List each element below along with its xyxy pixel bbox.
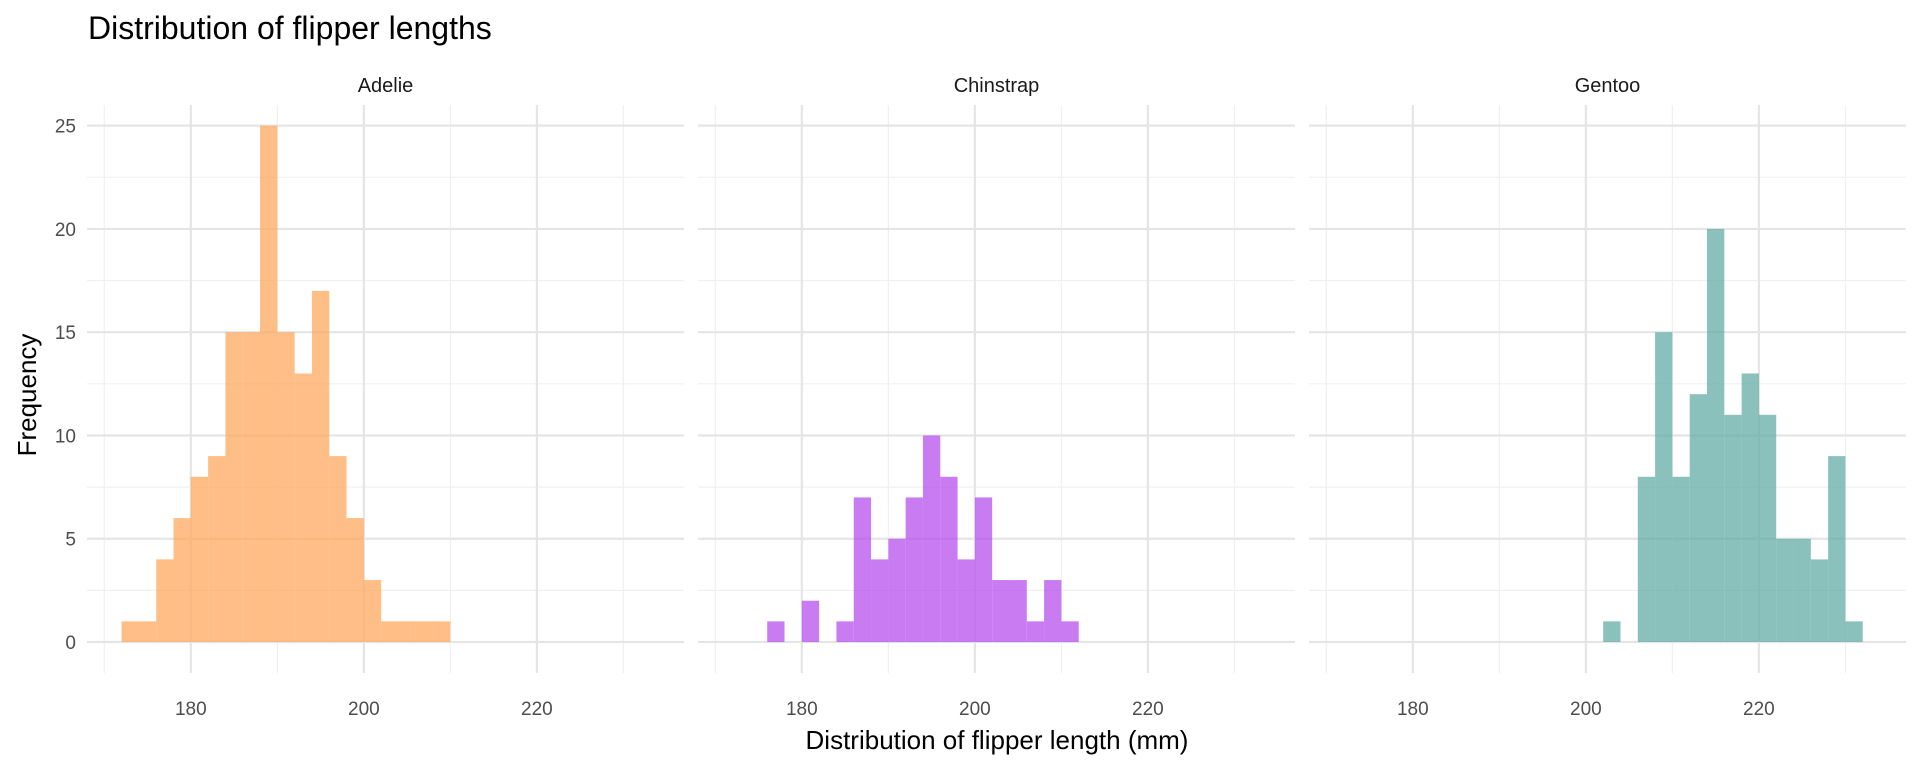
facet-strip-label: Adelie (358, 75, 414, 97)
histogram-bar (801, 600, 820, 643)
histogram-bar (1672, 476, 1690, 643)
histogram-bar (190, 476, 209, 643)
histogram-bar (871, 559, 889, 643)
y-tick-label: 5 (65, 530, 76, 551)
x-tick-label: 200 (348, 699, 380, 720)
histogram-bar (121, 621, 139, 643)
histogram-bar (1828, 456, 1846, 643)
facet-panel-adelie: Adelie 180 200 220 (87, 75, 684, 720)
histogram-bar (398, 621, 416, 643)
histogram-bar (260, 125, 278, 643)
histogram-bar (1655, 332, 1673, 643)
y-tick-label: 15 (55, 323, 76, 344)
y-tick-label: 10 (55, 426, 76, 447)
histogram-bar (1724, 414, 1742, 643)
histogram-bar (329, 456, 347, 643)
histogram-bar (974, 497, 993, 643)
facet-panel-gentoo: Gentoo 180 200 220 (1309, 75, 1906, 720)
histogram-bar (767, 621, 785, 643)
histogram-bar (1758, 414, 1777, 643)
histogram-bar (138, 621, 157, 643)
y-tick-label: 25 (55, 117, 76, 138)
x-tick-label: 200 (1570, 699, 1602, 720)
histogram-bar (363, 580, 382, 643)
x-tick-label: 220 (1132, 699, 1164, 720)
histogram-bar (242, 332, 261, 643)
histogram-bar (346, 518, 364, 643)
histogram-bar (173, 518, 191, 643)
histogram-bar (1741, 373, 1759, 643)
x-tick-label: 180 (175, 699, 207, 720)
histogram-bar (905, 497, 923, 643)
histogram-bar (294, 373, 312, 643)
histogram-bar (208, 456, 226, 643)
x-tick-label: 180 (786, 699, 818, 720)
facet-strip-label: Chinstrap (954, 75, 1040, 97)
histogram-bar (1689, 394, 1707, 643)
histogram-bar (225, 332, 243, 643)
y-axis-title: Frequency (12, 334, 42, 457)
histogram-bar (381, 621, 399, 643)
histogram-bar (1009, 580, 1027, 643)
histogram-bar (888, 538, 906, 643)
histogram-bar (1810, 559, 1829, 643)
x-axis-title: Distribution of flipper length (mm) (806, 725, 1189, 755)
histogram-bar (1793, 538, 1811, 643)
x-tick-label: 180 (1397, 699, 1429, 720)
histogram-bar (1603, 621, 1621, 643)
histogram-bar (1637, 476, 1656, 643)
histogram-bar (1026, 621, 1045, 643)
histogram-bar (156, 559, 174, 643)
histogram-bar (1707, 228, 1725, 643)
histogram-bar (1061, 621, 1079, 643)
histogram-bar (992, 580, 1010, 643)
facet-panel-chinstrap: Chinstrap 180 200 220 (698, 75, 1295, 720)
histogram-bar (433, 621, 451, 643)
facet-panels: Adelie 180 200 220 Chinstrap 180 200 220 Gentoo 1… (87, 75, 1906, 720)
histogram-bar (853, 497, 872, 643)
chart-title: Distribution of flipper lengths (88, 10, 492, 46)
x-tick-label: 220 (521, 699, 553, 720)
histogram-bar (1044, 580, 1062, 643)
histogram-bar (940, 476, 958, 643)
x-tick-label: 220 (1743, 699, 1775, 720)
histogram-bar (1845, 621, 1863, 643)
y-tick-label: 0 (65, 633, 76, 654)
histogram-bar (1776, 538, 1794, 643)
histogram-bar (922, 435, 941, 643)
facet-strip-label: Gentoo (1575, 75, 1641, 97)
histogram-bar (311, 290, 330, 643)
y-axis-tick-labels: 0 5 10 15 20 25 (55, 117, 76, 654)
y-tick-label: 20 (55, 220, 76, 241)
histogram-bar (957, 559, 975, 643)
histogram-bar (836, 621, 854, 643)
histogram-bar (415, 621, 434, 643)
x-tick-label: 200 (959, 699, 991, 720)
histogram-bar (277, 332, 295, 643)
